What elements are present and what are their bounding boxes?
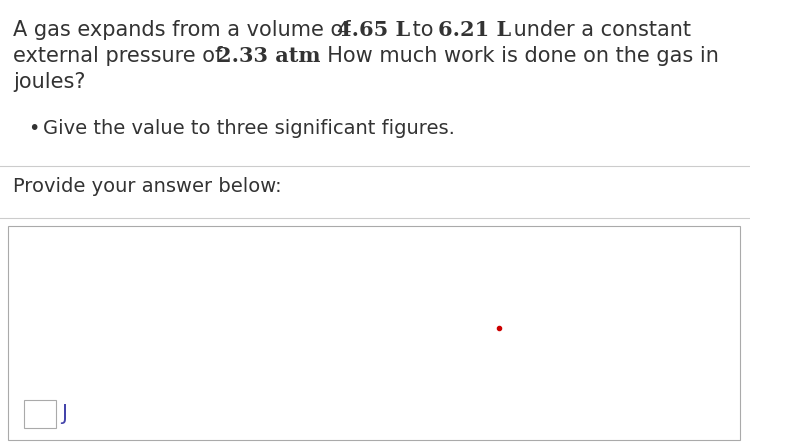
- Text: 2.33 atm: 2.33 atm: [217, 46, 320, 66]
- Text: joules?: joules?: [14, 72, 86, 92]
- FancyBboxPatch shape: [7, 226, 740, 440]
- Text: under a constant: under a constant: [507, 20, 692, 40]
- Text: external pressure of: external pressure of: [14, 46, 229, 66]
- Text: . How much work is done on the gas in: . How much work is done on the gas in: [314, 46, 719, 66]
- Text: Provide your answer below:: Provide your answer below:: [14, 177, 282, 196]
- FancyBboxPatch shape: [24, 400, 57, 428]
- Text: Give the value to three significant figures.: Give the value to three significant figu…: [43, 119, 455, 138]
- Text: 6.21 L: 6.21 L: [439, 20, 512, 40]
- Text: to: to: [406, 20, 440, 40]
- Text: J: J: [61, 404, 67, 424]
- Text: 4.65 L: 4.65 L: [338, 20, 411, 40]
- Text: •: •: [28, 119, 40, 138]
- Text: A gas expands from a volume of: A gas expands from a volume of: [14, 20, 357, 40]
